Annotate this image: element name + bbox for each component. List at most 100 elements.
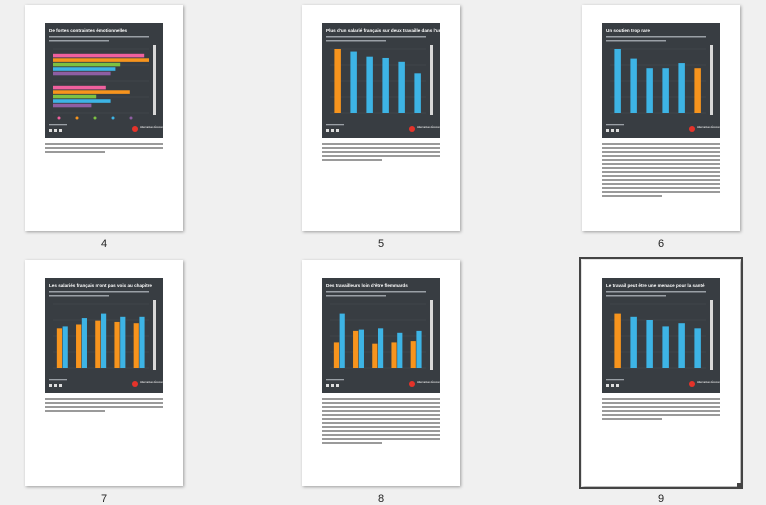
source-line [49, 379, 67, 381]
bar [53, 67, 116, 71]
share-icon [326, 384, 329, 387]
text-line [602, 402, 720, 404]
bar [76, 324, 82, 368]
brand: Alternatives Économiques [417, 124, 440, 129]
bar [53, 62, 121, 67]
text-line [602, 147, 720, 149]
subtitle-line [49, 295, 109, 297]
text-line [602, 406, 720, 408]
text-line [602, 191, 720, 193]
bar [333, 342, 340, 368]
page-thumbnail[interactable]: Plus d'un salarié français sur deux trav… [302, 5, 460, 231]
share-icon [606, 129, 609, 132]
subtitle-line [326, 40, 386, 42]
text-line [322, 426, 440, 428]
chart-title: De fortes contraintes émotionnelles [49, 28, 128, 33]
subtitle-line [606, 36, 706, 38]
text-line [602, 183, 720, 185]
text-line [602, 175, 720, 177]
bar [339, 313, 345, 368]
brand: Alternatives Économiques [417, 379, 440, 384]
bar [62, 326, 68, 368]
page-number: 6 [657, 238, 665, 250]
card-bg [45, 23, 163, 138]
bar [133, 323, 139, 368]
share-icon [611, 129, 614, 132]
text-line [322, 418, 440, 420]
chart-title: Le travail peut être une menace pour la … [606, 283, 705, 288]
subtitle-line [49, 40, 109, 42]
bar [378, 328, 384, 368]
bar [120, 316, 126, 368]
text-line [45, 143, 163, 145]
bar [414, 73, 421, 113]
page-thumbnail[interactable]: De fortes contraintes émotionnelles Alter… [25, 5, 183, 231]
source-line [326, 124, 344, 126]
bar [397, 332, 403, 368]
bar [53, 90, 130, 94]
text-line [322, 434, 440, 436]
bar [630, 316, 637, 368]
text-line [602, 163, 720, 165]
text-line [45, 147, 163, 149]
share-icon [59, 129, 62, 132]
text-line [602, 418, 662, 420]
share-icon [336, 384, 339, 387]
bar [358, 329, 364, 368]
bar [694, 328, 701, 368]
chart-card: Plus d'un salarié français sur deux trav… [322, 23, 440, 138]
share-icon [54, 384, 57, 387]
bar [694, 68, 701, 113]
bar [53, 53, 145, 58]
share-icon [49, 129, 52, 132]
chart-card: Des travailleurs loin d'être flemmards Al… [322, 278, 440, 393]
bar [391, 342, 397, 368]
share-icon [606, 384, 609, 387]
bar [53, 85, 106, 90]
bar [139, 316, 145, 368]
chart-title: Plus d'un salarié français sur deux trav… [326, 28, 440, 33]
bar [410, 341, 416, 368]
page-thumbnail[interactable]: Le travail peut être une menace pour la … [579, 257, 743, 489]
bar [53, 103, 92, 108]
share-icon [336, 129, 339, 132]
bar [53, 94, 97, 99]
page-thumbnail[interactable]: Des travailleurs loin d'être flemmards Al… [302, 260, 460, 486]
bar [614, 313, 621, 368]
subtitle-line [606, 291, 706, 293]
bar [662, 68, 669, 113]
text-line [45, 398, 163, 400]
text-line [602, 414, 720, 416]
page-number: 5 [377, 238, 385, 250]
chart-title: Des travailleurs loin d'être flemmards [326, 283, 408, 288]
bar [334, 49, 341, 113]
subtitle-line [326, 291, 426, 293]
share-icon [54, 129, 57, 132]
bar [95, 320, 101, 368]
scrollbar [710, 300, 713, 370]
text-line [322, 414, 440, 416]
share-icon [326, 129, 329, 132]
legend-swatch [75, 116, 79, 120]
bar [353, 330, 359, 368]
bar [114, 321, 120, 368]
text-line [322, 406, 440, 408]
bar [416, 330, 422, 368]
bar [372, 343, 378, 368]
source-line [326, 379, 344, 381]
page-thumbnail[interactable]: Les salariés français n'ont pas voix au … [25, 260, 183, 486]
text-line [322, 155, 440, 157]
subtitle-line [49, 291, 149, 293]
bar [56, 328, 63, 368]
share-icon [616, 384, 619, 387]
page-thumbnail[interactable]: Un soutien trop rare Alternatives Économi… [582, 5, 740, 231]
scrollbar [710, 45, 713, 115]
bar [53, 58, 149, 62]
brand: Alternatives Économiques [140, 124, 163, 129]
subtitle-line [606, 295, 666, 297]
brand: Alternatives Économiques [697, 124, 720, 129]
text-line [602, 179, 720, 181]
bar [662, 326, 669, 368]
bar [350, 51, 357, 113]
text-line [602, 410, 720, 412]
